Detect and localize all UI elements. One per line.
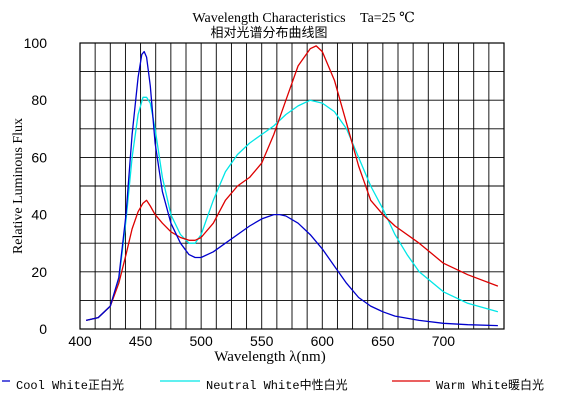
grid-lines [80,43,504,329]
y-tick-label: 80 [31,92,47,108]
chart-subtitle: 相对光谱分布曲线图 [210,25,327,40]
chart-title: Wavelength Characteristics [192,11,345,26]
x-tick-labels: 400 450 500 550 600 650 700 [68,333,455,349]
y-axis-label: Relative Luminous Flux [11,118,26,254]
legend: Cool White正白光 Neutral White中性白光 Warm White… [2,377,544,393]
legend-label-0: Cool White正白光 [16,377,124,393]
x-tick-label: 550 [250,333,274,349]
plot-frame [79,42,505,330]
y-tick-label: 40 [31,207,47,223]
y-tick-label: 60 [31,149,47,165]
series-line-0 [85,50,498,327]
y-tick-label: 100 [24,35,48,51]
plot-series [85,45,499,327]
x-tick-label: 500 [189,333,213,349]
y-tick-label: 0 [39,321,47,337]
x-tick-label: 450 [129,333,153,349]
legend-label-1: Neutral White中性白光 [206,377,348,393]
y-tick-label: 20 [31,264,47,280]
chart-condition: Ta=25 ℃ [360,11,415,26]
x-tick-label: 600 [311,333,335,349]
x-tick-label: 700 [432,333,456,349]
x-tick-label: 650 [371,333,395,349]
series-line-1 [85,96,499,322]
legend-label-2: Warm White暖白光 [436,377,544,393]
x-tick-label: 400 [68,333,92,349]
y-tick-labels: 0 20 40 60 80 100 [24,35,48,337]
series-line-2 [85,45,499,322]
x-axis-label: Wavelength λ(nm) [214,349,325,365]
